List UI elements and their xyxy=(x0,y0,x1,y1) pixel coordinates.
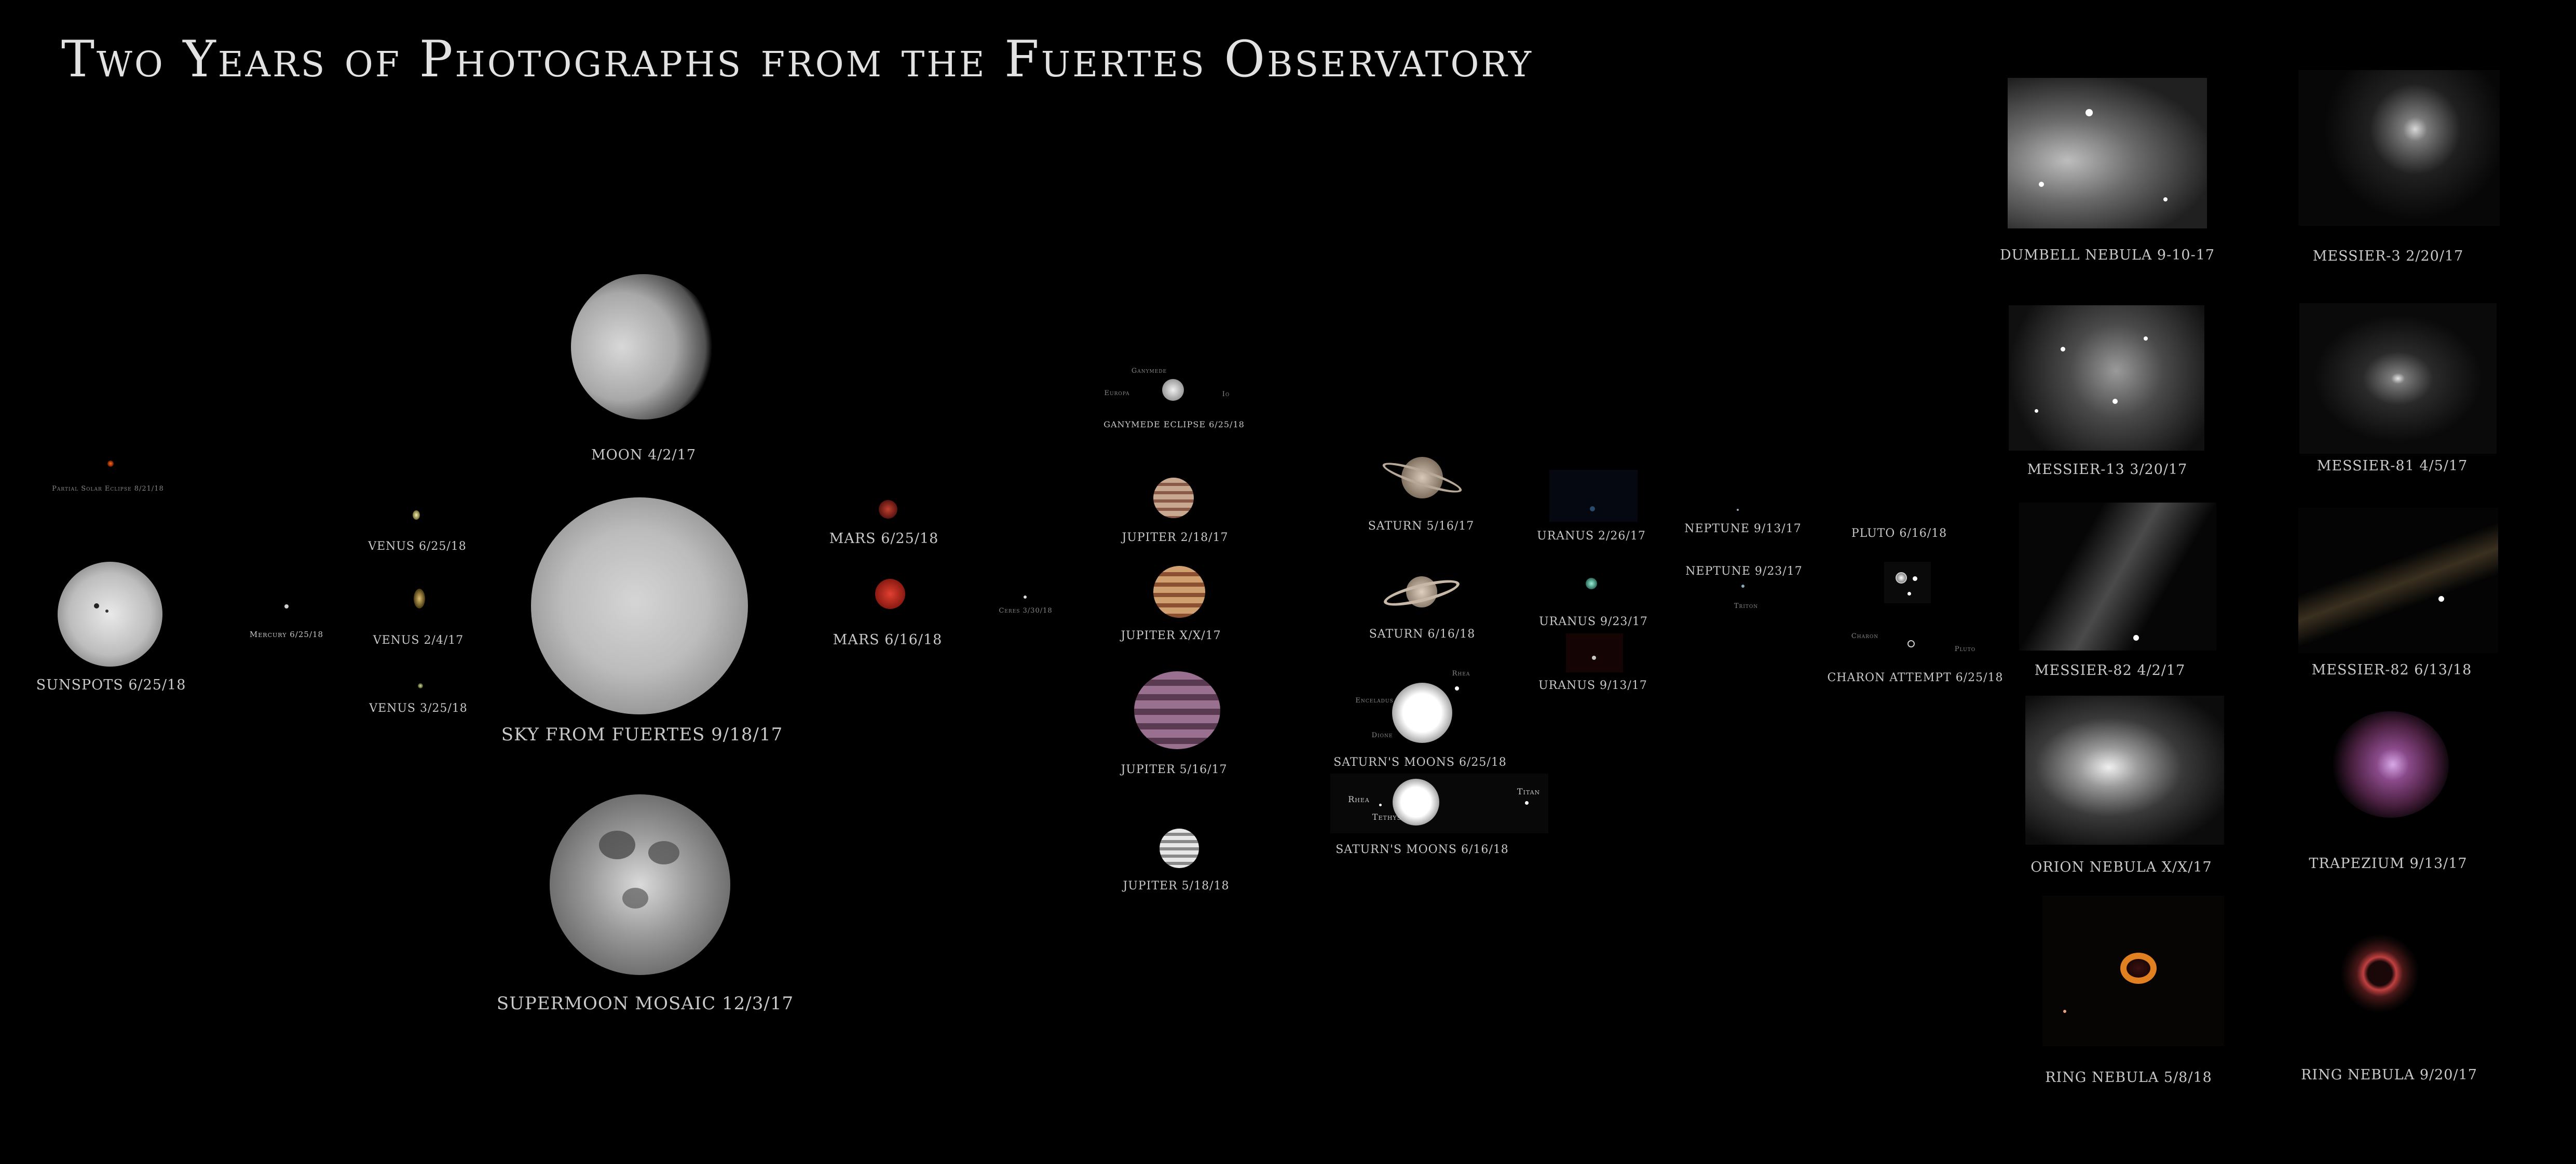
saturn-image-2 xyxy=(1382,566,1462,618)
venus-image-1 xyxy=(413,510,420,520)
uranus-label-1: URANUS 2/26/17 xyxy=(1537,530,1646,543)
mars-image-1 xyxy=(879,500,897,519)
saturns-moons-image-1 xyxy=(1392,683,1452,743)
messier-82-label-2: MESSIER-82 6/13/18 xyxy=(2311,662,2472,678)
orion-nebula-image xyxy=(2025,696,2224,845)
messier-3-label: MESSIER-3 2/20/17 xyxy=(2312,248,2464,264)
jupiter-image-4 xyxy=(1160,829,1199,868)
partial-eclipse-image xyxy=(107,461,114,467)
saturns-moons-label-2: SATURN'S MOONS 6/16/18 xyxy=(1335,843,1509,856)
ring-nebula-label-2: RING NEBULA 9/20/17 xyxy=(2301,1067,2477,1083)
messier-13-image xyxy=(2009,305,2204,451)
saturns-moons-label-1: SATURN'S MOONS 6/25/18 xyxy=(1333,756,1507,769)
saturn-label-1: SATURN 5/16/17 xyxy=(1368,520,1475,533)
titan-label: Titan xyxy=(1517,787,1541,796)
ring-nebula-label-1: RING NEBULA 5/8/18 xyxy=(2045,1070,2212,1086)
ceres-label: Ceres 3/30/18 xyxy=(999,607,1053,615)
jupiter-label-3: JUPITER 5/16/17 xyxy=(1121,763,1228,776)
uranus-image-1 xyxy=(1549,470,1638,522)
ring-nebula-image-1 xyxy=(2042,896,2224,1046)
messier-82-image-1 xyxy=(2019,503,2216,651)
partial-eclipse-label: Partial Solar Eclipse 8/21/18 xyxy=(52,485,164,493)
ring-nebula-image-2 xyxy=(2341,935,2419,1012)
neptune-label-2: NEPTUNE 9/23/17 xyxy=(1685,565,1803,578)
sky-fuertes-image xyxy=(531,497,748,714)
rhea-dot-1 xyxy=(1455,686,1459,691)
supermoon-image xyxy=(550,794,730,975)
jupiter-image-1 xyxy=(1153,478,1194,518)
rhea-label-2: Rhea xyxy=(1348,794,1370,804)
mercury-label: Mercury 6/25/18 xyxy=(249,630,324,639)
charon-label: Charon xyxy=(1851,632,1879,640)
uranus-label-2: URANUS 9/23/17 xyxy=(1539,615,1648,628)
neptune-image-1 xyxy=(1737,509,1739,511)
venus-label-3: VENUS 3/25/18 xyxy=(369,702,468,715)
jupiter-label-4: JUPITER 5/18/18 xyxy=(1123,879,1230,892)
io-label: Io xyxy=(1222,390,1230,398)
jupiter-image-3 xyxy=(1134,671,1220,749)
moon-label: MOON 4/2/17 xyxy=(591,447,697,463)
orion-nebula-label: ORION NEBULA X/X/17 xyxy=(2030,859,2212,875)
sunspots-image xyxy=(58,562,162,667)
rhea-label-1: Rhea xyxy=(1452,670,1470,678)
mars-image-2 xyxy=(875,579,905,609)
dumbbell-nebula-image xyxy=(2008,78,2207,228)
europa-label: Europa xyxy=(1104,389,1130,397)
sunspots-label: SUNSPOTS 6/25/18 xyxy=(36,677,186,693)
saturns-moons-panel-2 xyxy=(1330,774,1548,833)
sky-fuertes-label: SKY FROM FUERTES 9/18/17 xyxy=(501,724,783,745)
ganymede-label: Ganymede xyxy=(1131,367,1167,375)
pluto-small-label: Pluto xyxy=(1954,645,1976,653)
ceres-image xyxy=(1024,595,1027,599)
dumbbell-nebula-label: DUMBELL NEBULA 9-10-17 xyxy=(1999,247,2215,263)
neptune-image-2 xyxy=(1741,585,1744,588)
messier-82-image-2 xyxy=(2298,508,2498,653)
neptune-label-1: NEPTUNE 9/13/17 xyxy=(1684,522,1802,535)
mars-label-2: MARS 6/16/18 xyxy=(833,632,943,648)
jupiter-image-2 xyxy=(1153,566,1205,618)
uranus-image-2 xyxy=(1586,578,1597,589)
venus-image-2 xyxy=(414,589,425,608)
dione-label: Dione xyxy=(1371,732,1393,739)
pluto-label: PLUTO 6/16/18 xyxy=(1851,527,1947,540)
venus-label-2: VENUS 2/4/17 xyxy=(373,634,464,647)
ganymede-eclipse-label: GANYMEDE ECLIPSE 6/25/18 xyxy=(1103,419,1245,429)
ganymede-eclipse-jupiter-image xyxy=(1162,379,1184,401)
moon-crescent-image xyxy=(571,274,716,419)
messier-81-image xyxy=(2299,303,2497,454)
tethys-label: Tethys xyxy=(1372,812,1402,822)
venus-image-3 xyxy=(418,683,423,688)
messier-13-label: MESSIER-13 3/20/17 xyxy=(2027,462,2188,478)
triton-label: Triton xyxy=(1734,602,1759,610)
jupiter-label-1: JUPITER 2/18/17 xyxy=(1122,531,1229,544)
venus-label-1: VENUS 6/25/18 xyxy=(368,540,467,553)
jupiter-label-2: JUPITER X/X/17 xyxy=(1121,629,1221,642)
saturn-image-1 xyxy=(1380,446,1464,509)
charon-attempt-marker xyxy=(1907,640,1915,647)
charon-attempt-label: CHARON ATTEMPT 6/25/18 xyxy=(1827,671,2003,684)
pluto-image xyxy=(1884,562,1931,603)
uranus-image-3 xyxy=(1566,633,1623,672)
messier-81-label: MESSIER-81 4/5/17 xyxy=(2316,458,2468,474)
uranus-label-3: URANUS 9/13/17 xyxy=(1538,679,1647,692)
saturn-label-2: SATURN 6/16/18 xyxy=(1369,628,1476,641)
messier-82-label-1: MESSIER-82 4/2/17 xyxy=(2034,662,2186,679)
trapezium-image xyxy=(2332,711,2449,818)
supermoon-label: SUPERMOON MOSAIC 12/3/17 xyxy=(496,993,794,1014)
messier-3-image xyxy=(2298,70,2500,226)
trapezium-label: TRAPEZIUM 9/13/17 xyxy=(2309,856,2468,872)
enceladus-label: Enceladus xyxy=(1355,697,1394,705)
mercury-image xyxy=(284,604,289,608)
mars-label-1: MARS 6/25/18 xyxy=(829,531,939,547)
page-title: Two Years of Photographs from the Fuerte… xyxy=(61,30,1534,88)
